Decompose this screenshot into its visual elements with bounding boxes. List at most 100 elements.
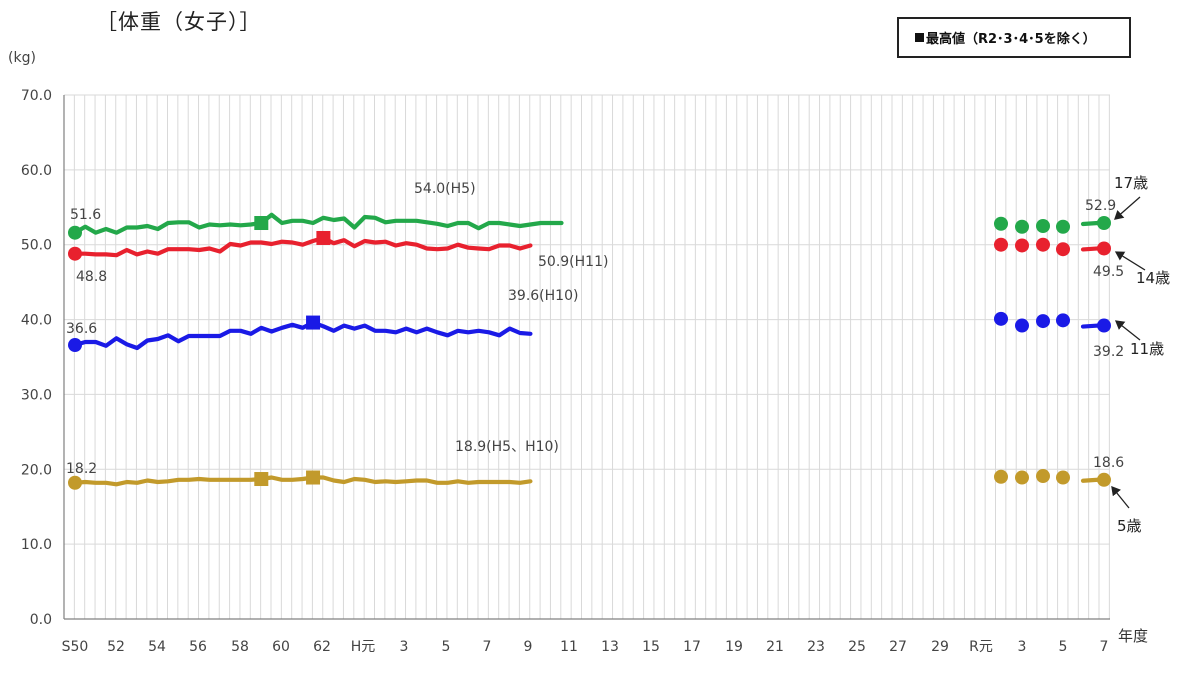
x-tick-label: 58 (231, 639, 249, 655)
x-tick-label: 54 (148, 639, 166, 655)
series-line (72, 320, 533, 351)
label-age-5: 5歳 (1117, 517, 1142, 535)
chart-title: ［体重（女子）］ (96, 10, 262, 34)
x-tick-label: 21 (766, 639, 784, 655)
series-11歳 (68, 311, 1111, 353)
max-marker (254, 216, 269, 231)
recent-point-marker (1036, 314, 1050, 329)
x-tick-label: 9 (524, 639, 533, 655)
y-tick-label: 40.0 (21, 313, 52, 329)
label-17-max: 54.0(H5) (414, 181, 476, 197)
arrow-5 (1111, 485, 1130, 509)
label-17-first: 51.6 (70, 207, 101, 223)
recent-point-marker (1036, 237, 1050, 252)
x-tick-label: H元 (351, 639, 376, 655)
x-tick-label: 56 (189, 639, 207, 655)
x-tick-label: R元 (969, 639, 993, 655)
label-age-14: 14歳 (1136, 269, 1170, 287)
recent-point-marker (1056, 219, 1070, 234)
x-tick-label: 52 (107, 639, 125, 655)
y-tick-label: 50.0 (21, 238, 52, 254)
latest-point-marker (1097, 241, 1111, 256)
series-line (72, 212, 564, 235)
label-14-max: 50.9(H11) (538, 254, 608, 270)
series-line (72, 475, 533, 487)
first-point-marker (68, 475, 82, 490)
max-marker (306, 315, 321, 330)
x-tick-label: 15 (642, 639, 660, 655)
recent-point-marker (994, 469, 1008, 484)
latest-segment (1080, 477, 1101, 483)
label-5-first: 18.2 (66, 461, 97, 477)
arrow-14 (1114, 251, 1146, 271)
legend-square-icon (915, 33, 924, 42)
x-tick-label: 23 (807, 639, 825, 655)
legend-text: 最高値（R2･3･4･5を除く） (926, 32, 1096, 47)
max-marker (306, 470, 321, 485)
y-tick-label: 30.0 (21, 387, 52, 403)
first-point-marker (68, 246, 82, 261)
label-age-17: 17歳 (1114, 174, 1148, 192)
x-tick-label: 3 (1018, 639, 1027, 655)
x-tick-label: 27 (889, 639, 907, 655)
arrow-11 (1114, 320, 1141, 341)
label-11-first: 36.6 (66, 321, 97, 337)
label-age-11: 11歳 (1130, 340, 1164, 358)
x-tick-label: 7 (483, 639, 492, 655)
label-11-max: 39.6(H10) (508, 288, 578, 304)
recent-point-marker (1015, 470, 1029, 485)
latest-segment (1080, 246, 1101, 252)
recent-point-marker (1056, 313, 1070, 328)
x-tick-label: 3 (400, 639, 409, 655)
first-point-marker (68, 225, 82, 240)
series-14歳 (68, 230, 1111, 261)
label-17-latest: 52.9 (1085, 198, 1116, 214)
legend-box: 最高値（R2･3･4･5を除く） (897, 17, 1131, 58)
label-5-max: 18.9(H5、H10) (455, 439, 559, 455)
recent-point-marker (1036, 219, 1050, 233)
series-17歳 (68, 212, 1111, 240)
y-tick-label: 10.0 (21, 537, 52, 553)
x-tick-label: 7 (1100, 639, 1109, 655)
recent-point-marker (1056, 470, 1070, 485)
x-axis-title: 年度 (1118, 627, 1148, 645)
y-tick-label: 70.0 (21, 88, 52, 104)
first-point-marker (68, 338, 82, 353)
arrow-17 (1114, 196, 1141, 220)
recent-point-marker (1056, 242, 1070, 257)
y-tick-label: 0.0 (30, 612, 52, 628)
recent-point-marker (1036, 469, 1050, 484)
latest-point-marker (1097, 472, 1111, 487)
recent-point-marker (1015, 318, 1029, 333)
x-tick-label: 25 (848, 639, 866, 655)
x-tick-label: 5 (442, 639, 451, 655)
label-11-latest: 39.2 (1093, 344, 1124, 360)
latest-point-marker (1097, 318, 1111, 333)
latest-segment (1080, 323, 1101, 329)
label-5-latest: 18.6 (1093, 455, 1124, 471)
x-tick-label: 5 (1059, 639, 1068, 655)
series-5歳 (68, 469, 1111, 490)
x-tick-label: 13 (601, 639, 619, 655)
x-tick-label: 29 (931, 639, 949, 655)
max-marker (316, 230, 331, 245)
x-tick-label: S50 (62, 639, 89, 655)
latest-point-marker (1097, 216, 1111, 231)
x-tick-label: 60 (272, 639, 290, 655)
x-tick-label: 17 (683, 639, 701, 655)
y-tick-label: 60.0 (21, 163, 52, 179)
y-tick-label: 20.0 (21, 462, 52, 478)
recent-point-marker (1015, 238, 1029, 253)
recent-point-marker (994, 311, 1008, 326)
x-tick-label: 62 (313, 639, 331, 655)
x-tick-label: 19 (725, 639, 743, 655)
label-14-latest: 49.5 (1093, 264, 1124, 280)
recent-point-marker (994, 216, 1008, 231)
recent-point-marker (994, 237, 1008, 252)
series-line (72, 235, 533, 258)
label-14-first: 48.8 (76, 269, 107, 285)
x-tick-label: 11 (560, 639, 578, 655)
max-marker (254, 472, 269, 487)
y-axis-unit: (kg) (8, 50, 36, 66)
